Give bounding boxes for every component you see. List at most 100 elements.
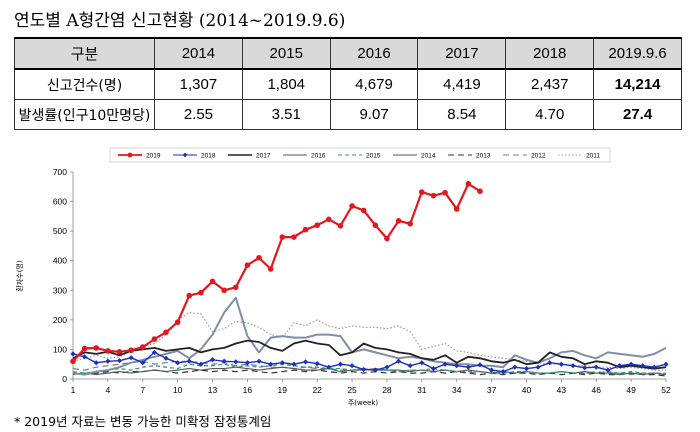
y-tick-label: 600 [53, 197, 67, 207]
table-header-row: 구분 2014 2015 2016 2017 2018 2019.9.6 [14, 37, 682, 70]
data-point [268, 361, 274, 367]
data-point [244, 360, 251, 366]
data-point [477, 188, 483, 195]
x-tick-label: 16 [243, 385, 253, 395]
data-point [221, 358, 227, 364]
table-header-cell: 2014 [154, 37, 243, 70]
table-cell: 1,307 [154, 68, 243, 100]
data-point [651, 364, 657, 370]
x-axis-label: 주(week) [348, 399, 379, 407]
table-cell: 2.55 [154, 99, 243, 130]
legend-label: 2013 [476, 153, 491, 160]
x-tick-label: 49 [626, 385, 636, 395]
table-cell: 14,214 [593, 68, 682, 100]
data-point [186, 292, 193, 299]
x-tick-label: 31 [417, 385, 427, 395]
data-point [349, 203, 355, 209]
data-point [233, 359, 239, 365]
data-point [163, 329, 169, 336]
y-tick-label: 500 [53, 226, 67, 236]
legend-label: 2016 [311, 153, 326, 160]
data-point [256, 254, 262, 261]
data-point [198, 361, 204, 367]
data-point [337, 361, 344, 367]
series-2011 [72, 311, 666, 371]
series-line-2014 [72, 366, 667, 376]
table-cell: 1,804 [241, 68, 331, 100]
data-point [419, 189, 425, 195]
data-point [523, 366, 530, 372]
data-point [372, 367, 378, 373]
table-cell: 9.07 [329, 99, 419, 130]
legend-marker [127, 152, 133, 158]
data-point [326, 216, 332, 223]
data-point [279, 360, 285, 366]
table-row-incidence: 발생률(인구10만명당) 2.55 3.51 9.07 8.54 4.70 27… [14, 99, 682, 130]
data-point [198, 289, 204, 296]
x-tick-label: 10 [173, 385, 183, 395]
series-line-2011 [72, 311, 666, 371]
data-point [209, 357, 216, 363]
data-point [256, 358, 262, 364]
x-tick-label: 40 [522, 385, 532, 395]
legend-label: 2011 [586, 153, 600, 160]
data-point [151, 349, 157, 355]
data-point [465, 364, 471, 370]
legend-label: 2019 [146, 153, 161, 160]
legend-label: 2012 [531, 153, 546, 160]
data-point [337, 223, 344, 229]
data-point [209, 278, 216, 285]
data-point [477, 362, 483, 368]
data-point [558, 361, 564, 367]
data-point [349, 363, 355, 369]
table-cell: 4.70 [505, 99, 595, 130]
data-point [279, 234, 286, 240]
data-point [419, 360, 425, 366]
series-2018 [70, 349, 669, 375]
data-point [547, 360, 553, 366]
series-line-2018 [72, 351, 667, 373]
data-point [361, 366, 367, 373]
data-point [221, 287, 227, 294]
data-point [105, 348, 111, 354]
x-tick-label: 28 [382, 385, 392, 395]
data-point [291, 361, 297, 367]
data-point [628, 361, 634, 367]
data-point [453, 206, 460, 212]
data-point [442, 361, 448, 367]
x-tick-label: 22 [312, 385, 322, 395]
data-point [430, 366, 437, 372]
legend-label: 2014 [421, 153, 436, 160]
x-tick-label: 34 [452, 385, 462, 395]
data-point [302, 359, 309, 365]
data-point [384, 364, 390, 370]
x-tick-label: 13 [208, 385, 218, 395]
data-point [244, 262, 251, 268]
table-header-cell: 2019.9.6 [593, 37, 682, 70]
data-point [465, 181, 472, 187]
series-2014 [72, 366, 667, 376]
data-point [454, 363, 460, 369]
data-point [488, 367, 495, 373]
data-point [395, 217, 402, 224]
table-cell: 8.54 [417, 99, 507, 130]
data-point [128, 355, 134, 361]
data-point [360, 207, 367, 214]
series-2016 [72, 296, 667, 376]
data-point [640, 363, 646, 369]
series-2017 [72, 339, 667, 370]
y-tick-label: 200 [53, 315, 67, 325]
x-tick-label: 1 [71, 385, 76, 395]
x-tick-label: 25 [347, 385, 357, 395]
data-point [140, 360, 146, 366]
data-point [605, 367, 611, 373]
data-point [442, 189, 448, 196]
data-point [232, 284, 239, 291]
data-point [267, 266, 274, 272]
series-2019 [70, 181, 483, 365]
data-point [128, 347, 134, 354]
data-point [70, 351, 76, 357]
y-tick-label: 0 [62, 374, 67, 384]
series-line-2015 [72, 363, 666, 374]
